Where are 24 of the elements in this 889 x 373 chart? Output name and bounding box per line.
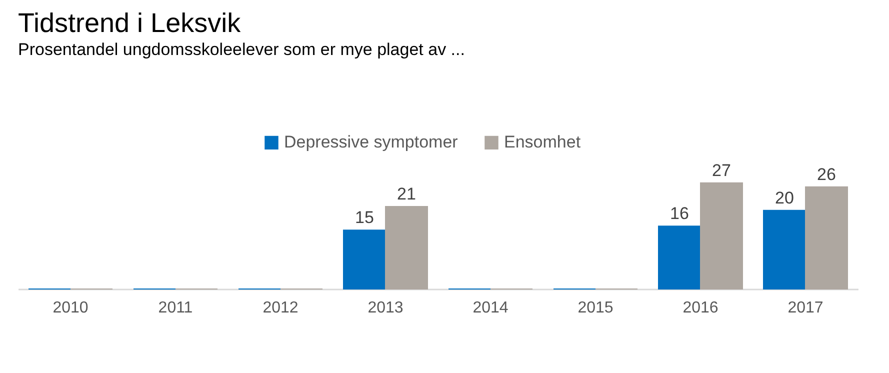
legend-label: Depressive symptomer bbox=[284, 132, 458, 152]
x-tick-label: 2012 bbox=[262, 300, 298, 316]
bar bbox=[700, 182, 743, 290]
data-label: 27 bbox=[712, 160, 731, 180]
data-label: 16 bbox=[670, 204, 689, 224]
bar bbox=[343, 230, 386, 290]
bar bbox=[805, 186, 848, 290]
x-tick-label: 2017 bbox=[788, 300, 824, 316]
legend-label: Ensomhet bbox=[504, 132, 581, 152]
data-label: 15 bbox=[355, 208, 374, 228]
x-tick-label: 2016 bbox=[682, 300, 718, 316]
data-label: 20 bbox=[775, 188, 794, 208]
data-label: 21 bbox=[397, 184, 416, 204]
bar bbox=[385, 206, 428, 290]
chart-subtitle: Prosentandel ungdomsskoleelever som er mye plaget av ... bbox=[18, 40, 465, 59]
x-tick-label: 2011 bbox=[158, 300, 193, 316]
x-tick-label: 2015 bbox=[578, 300, 614, 316]
bar bbox=[763, 210, 806, 290]
x-tick-label: 2010 bbox=[52, 300, 88, 316]
x-tick-label: 2014 bbox=[472, 300, 508, 316]
bar bbox=[658, 226, 701, 290]
data-label: 26 bbox=[817, 164, 836, 184]
x-tick-label: 2013 bbox=[368, 300, 404, 316]
chart-title: Tidstrend i Leksvik bbox=[18, 8, 242, 38]
